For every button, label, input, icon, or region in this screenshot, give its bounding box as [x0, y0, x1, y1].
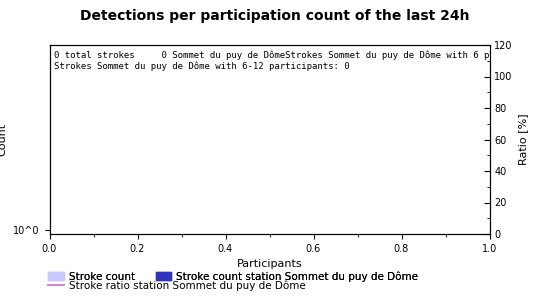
Text: Detections per participation count of the last 24h: Detections per participation count of th…	[80, 9, 470, 23]
Y-axis label: Count: Count	[0, 123, 8, 156]
X-axis label: Participants: Participants	[236, 259, 302, 269]
Y-axis label: Ratio [%]: Ratio [%]	[519, 114, 529, 165]
Legend: Stroke count, Stroke count station Sommet du puy de Dôme: Stroke count, Stroke count station Somme…	[43, 267, 422, 286]
Legend: Stroke ratio station Sommet du puy de Dôme: Stroke ratio station Sommet du puy de Dô…	[43, 276, 310, 295]
Text: 0 total strokes     0 Sommet du puy de DômeStrokes Sommet du puy de Dôme with 6 : 0 total strokes 0 Sommet du puy de DômeS…	[54, 51, 550, 71]
